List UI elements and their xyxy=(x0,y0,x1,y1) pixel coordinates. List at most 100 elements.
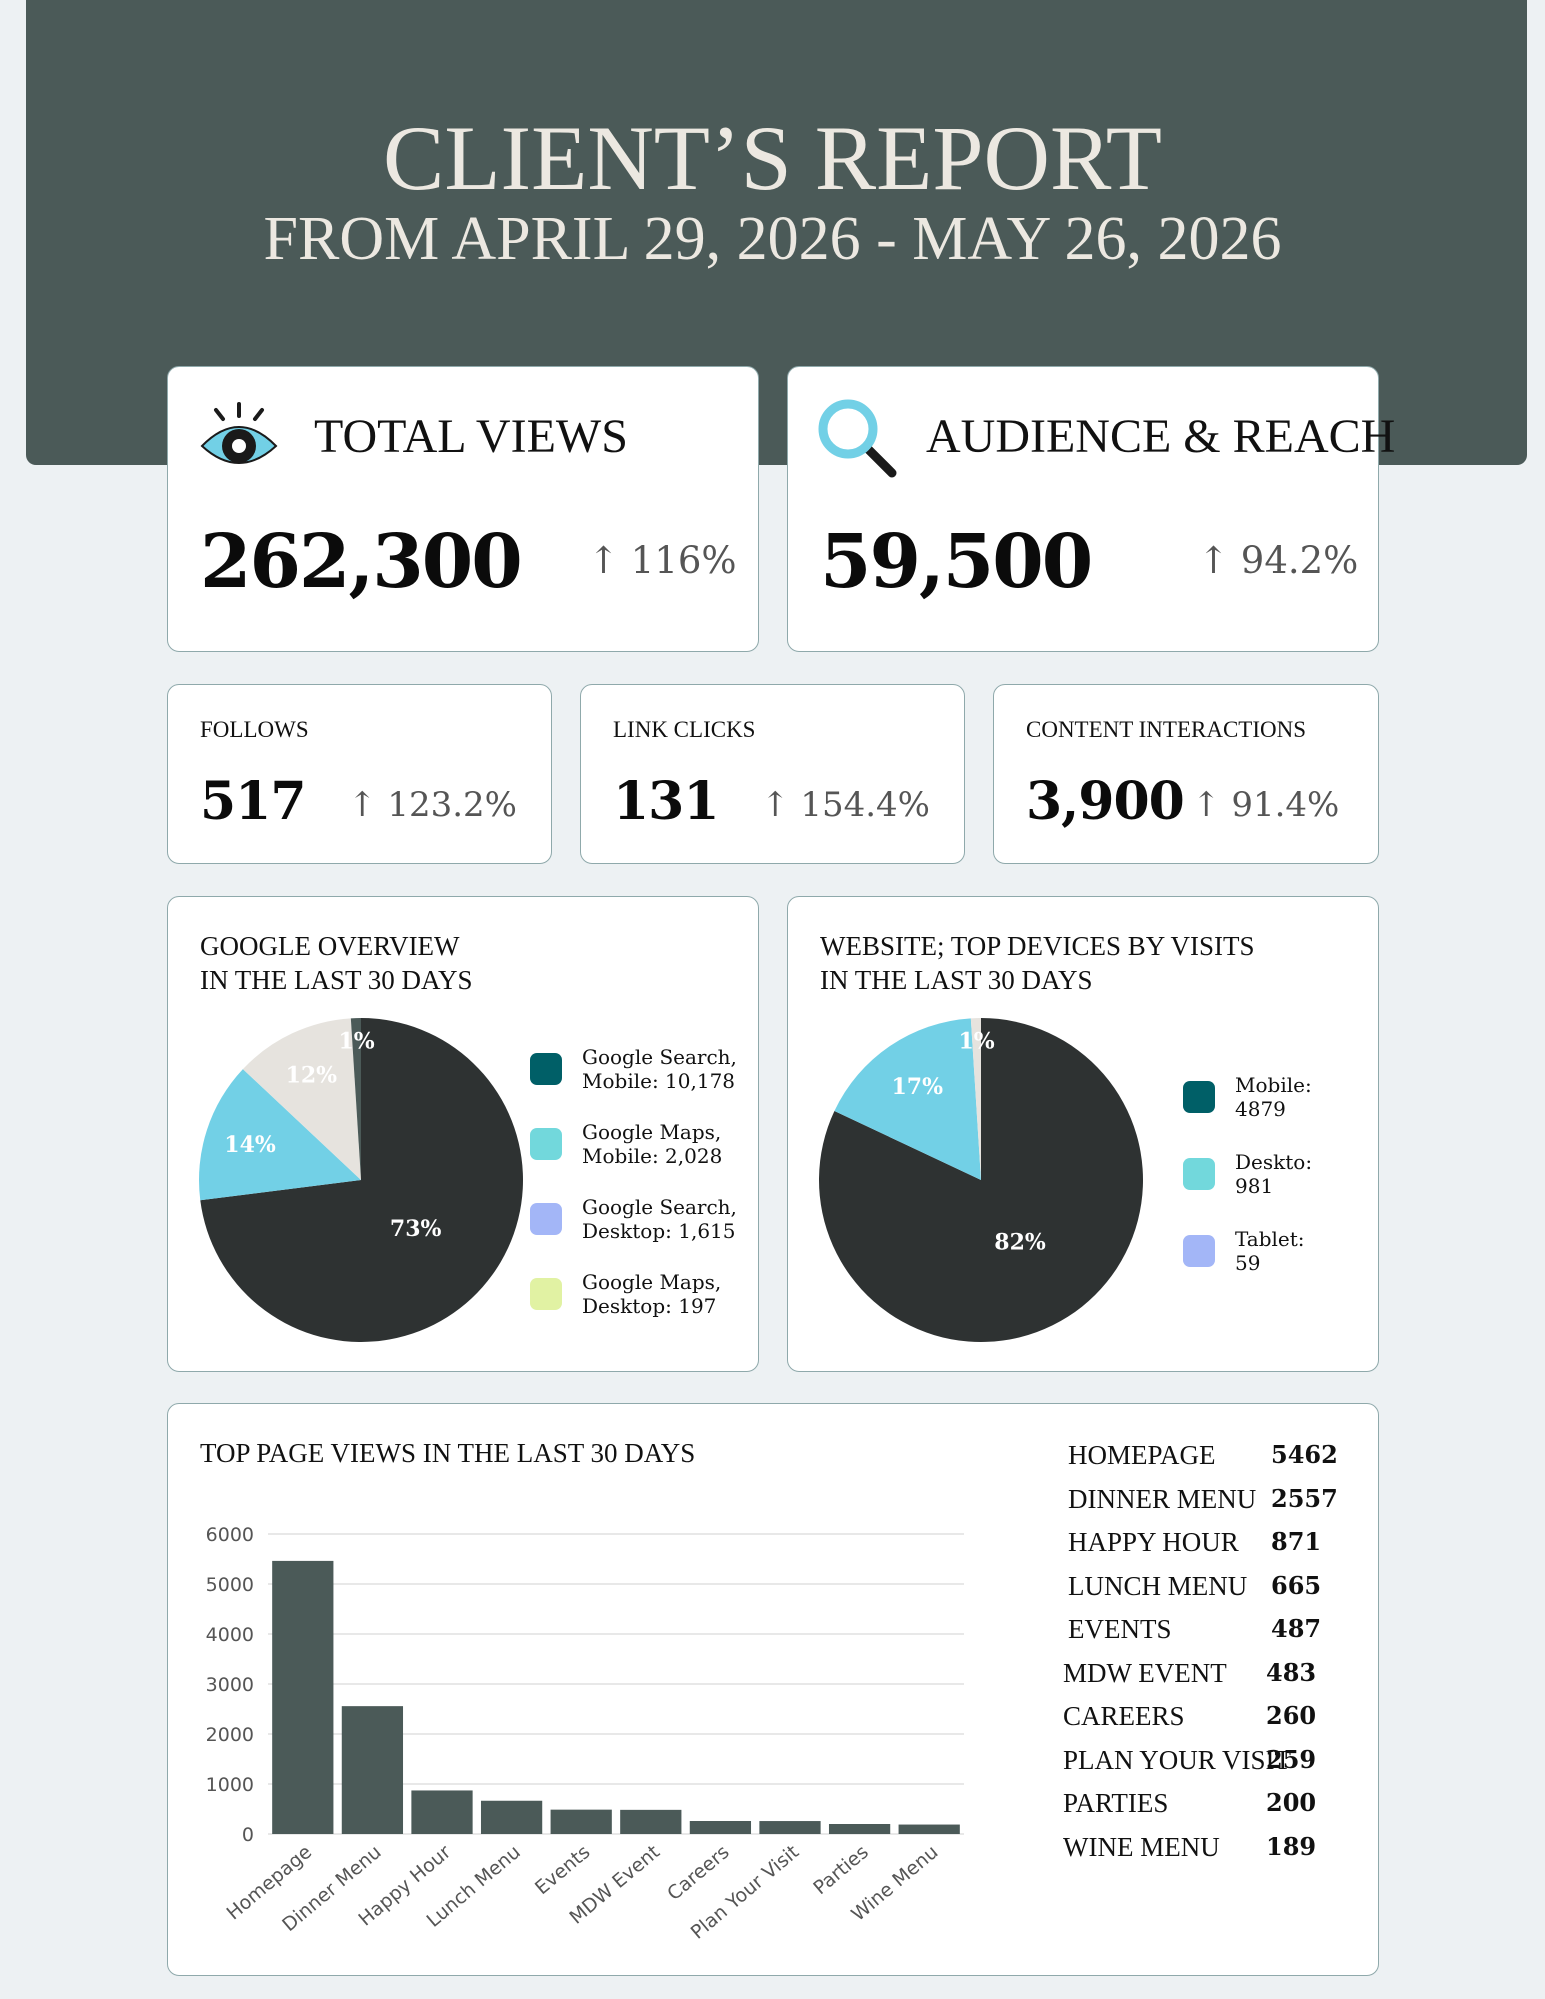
devices-slice-label-3: 1% xyxy=(959,1029,995,1055)
bar xyxy=(898,1824,960,1834)
google-overview-legend-label: Google Search, Desktop: 1,615 xyxy=(582,1195,737,1243)
devices-title-line-2: IN THE LAST 30 DAYS xyxy=(820,965,1093,995)
link-clicks-change-value: 154.4% xyxy=(800,785,930,825)
google-overview-legend-label: Google Search, Mobile: 10,178 xyxy=(582,1045,737,1093)
google-overview-slice-label-2: 14% xyxy=(224,1132,276,1158)
page-name: MDW EVENT xyxy=(1063,1657,1227,1688)
bar xyxy=(828,1824,891,1834)
google-overview-legend-label: Google Maps, Mobile: 2,028 xyxy=(582,1120,723,1168)
x-tick-label: Events xyxy=(531,1841,594,1899)
page-view-count: 483 xyxy=(1266,1657,1317,1687)
page-name: PLAN YOUR VISIT xyxy=(1063,1744,1292,1775)
google-overview-legend-swatch xyxy=(530,1278,562,1310)
page-name: PARTIES xyxy=(1063,1788,1169,1818)
eye-icon xyxy=(200,402,278,464)
y-tick-label: 1000 xyxy=(206,1774,254,1796)
page-views-bar-chart: 0100020003000400050006000HomepageDinner … xyxy=(206,1524,964,1944)
bar xyxy=(341,1706,404,1834)
google-overview-title-line-1: GOOGLE OVERVIEW xyxy=(200,931,460,961)
content-interactions-title: CONTENT INTERACTIONS xyxy=(1026,717,1307,742)
content-interactions-value: 3,900 xyxy=(1026,771,1185,832)
y-tick-label: 4000 xyxy=(206,1624,254,1646)
page-view-count: 260 xyxy=(1266,1701,1317,1730)
audience-reach-value: 59,500 xyxy=(820,519,1093,605)
google-overview-slice-label-4: 1% xyxy=(339,1029,375,1055)
magnifier-icon xyxy=(818,399,897,478)
bar xyxy=(759,1821,821,1834)
google-overview-legend-swatch xyxy=(530,1203,562,1235)
x-tick-label: Parties xyxy=(809,1841,872,1899)
page-views-title: TOP PAGE VIEWS IN THE LAST 30 DAYS xyxy=(200,1438,696,1468)
y-tick-label: 5000 xyxy=(206,1574,254,1596)
content-interactions-card: CONTENT INTERACTIONS 3,900 ↑ 91.4% xyxy=(993,684,1379,864)
page-view-count: 487 xyxy=(1271,1614,1322,1643)
follows-card: FOLLOWS 517 ↑ 123.2% xyxy=(167,684,552,864)
up-arrow-icon: ↑ xyxy=(1192,785,1221,825)
page-name: LUNCH MENU xyxy=(1068,1570,1248,1601)
up-arrow-icon: ↑ xyxy=(761,785,790,825)
page-views-card: TOP PAGE VIEWS IN THE LAST 30 DAYS 0 1000… xyxy=(167,1403,1379,1976)
page-view-count: 259 xyxy=(1266,1744,1317,1774)
page-name: WINE MENU xyxy=(1063,1831,1220,1862)
bar xyxy=(550,1809,612,1834)
google-overview-slice-4 xyxy=(350,1018,361,1180)
content-interactions-change-value: 91.4% xyxy=(1231,785,1340,825)
devices-legend-label: Deskto: 981 xyxy=(1235,1150,1313,1198)
page-view-count: 665 xyxy=(1271,1570,1322,1600)
up-arrow-icon: ↑ xyxy=(348,785,377,825)
total-views-title: TOTAL VIEWS xyxy=(314,410,628,463)
devices-legend-swatch xyxy=(1183,1158,1215,1190)
total-views-card: TOTAL VIEWS 262,300 ↑ 116% xyxy=(167,366,759,652)
devices-slice-label-1: 82% xyxy=(994,1230,1046,1256)
audience-reach-title: AUDIENCE & REACH xyxy=(926,410,1396,463)
google-overview-slice-label-1: 73% xyxy=(390,1216,442,1242)
page-view-count: 871 xyxy=(1271,1527,1322,1556)
total-views-change-value: 116% xyxy=(630,539,737,582)
google-overview-title-line-2: IN THE LAST 30 DAYS xyxy=(200,965,473,995)
devices-slice-3 xyxy=(970,1018,981,1180)
bar xyxy=(411,1790,473,1834)
link-clicks-change: ↑ 154.4% xyxy=(761,785,930,825)
google-overview-slice-2 xyxy=(199,1069,361,1201)
up-arrow-icon: ↑ xyxy=(588,539,620,582)
devices-legend-label: Tablet: 59 xyxy=(1235,1227,1305,1275)
page-view-count: 200 xyxy=(1266,1788,1317,1817)
google-overview-pie: 73% 14% 12%1% xyxy=(199,1018,524,1342)
audience-reach-change: ↑ 94.2% xyxy=(1198,539,1358,582)
google-overview-slice-3 xyxy=(242,1018,361,1180)
follows-value: 517 xyxy=(200,771,307,832)
page-name: HAPPY HOUR xyxy=(1068,1527,1239,1557)
devices-title: WEBSITE; TOP DEVICES BY VISITS IN THE LA… xyxy=(820,929,1255,997)
y-tick-label: 3000 xyxy=(206,1674,254,1696)
devices-slice-label-2: 17% xyxy=(891,1074,943,1100)
page-name: HOMEPAGE xyxy=(1068,1440,1216,1470)
y-tick-label: 6000 xyxy=(206,1524,254,1546)
total-views-change: ↑ 116% xyxy=(588,539,737,582)
follows-change-value: 123.2% xyxy=(387,785,517,825)
page-name: DINNER MENU xyxy=(1068,1483,1257,1514)
page-view-count: 189 xyxy=(1266,1831,1317,1861)
google-overview-card: GOOGLE OVERVIEW IN THE LAST 30 DAYS 73% 1… xyxy=(167,896,759,1372)
bar xyxy=(272,1560,334,1834)
follows-title: FOLLOWS xyxy=(200,717,309,742)
page-name: EVENTS xyxy=(1068,1614,1172,1644)
devices-pie: 82% 17% 1% xyxy=(819,1018,1143,1342)
devices-card: WEBSITE; TOP DEVICES BY VISITS IN THE LA… xyxy=(787,896,1379,1372)
bar xyxy=(480,1800,543,1834)
report-title: CLIENT’S REPORT xyxy=(382,107,1163,209)
report-date-range: FROM APRIL 29, 2026 - MAY 26, 2026 xyxy=(263,205,1282,273)
audience-reach-change-value: 94.2% xyxy=(1240,539,1359,582)
page-name: CAREERS xyxy=(1063,1701,1185,1731)
google-overview-legend-label: Google Maps, Desktop: 197 xyxy=(582,1270,722,1318)
content-interactions-change: ↑ 91.4% xyxy=(1192,785,1339,825)
page-view-count: 5462 xyxy=(1271,1440,1338,1469)
follows-change: ↑ 123.2% xyxy=(348,785,517,825)
google-overview-title: GOOGLE OVERVIEW IN THE LAST 30 DAYS xyxy=(200,929,473,997)
devices-legend-swatch xyxy=(1183,1235,1215,1267)
y-tick-label: 2000 xyxy=(206,1724,254,1746)
devices-legend-label: Mobile: 4879 xyxy=(1235,1073,1312,1121)
link-clicks-value: 131 xyxy=(613,771,720,832)
link-clicks-card: LINK CLICKS 131 ↑ 154.4% xyxy=(580,684,965,864)
y-tick-label: 0 xyxy=(242,1824,254,1846)
devices-title-line-1: WEBSITE; TOP DEVICES BY VISITS xyxy=(820,931,1255,961)
